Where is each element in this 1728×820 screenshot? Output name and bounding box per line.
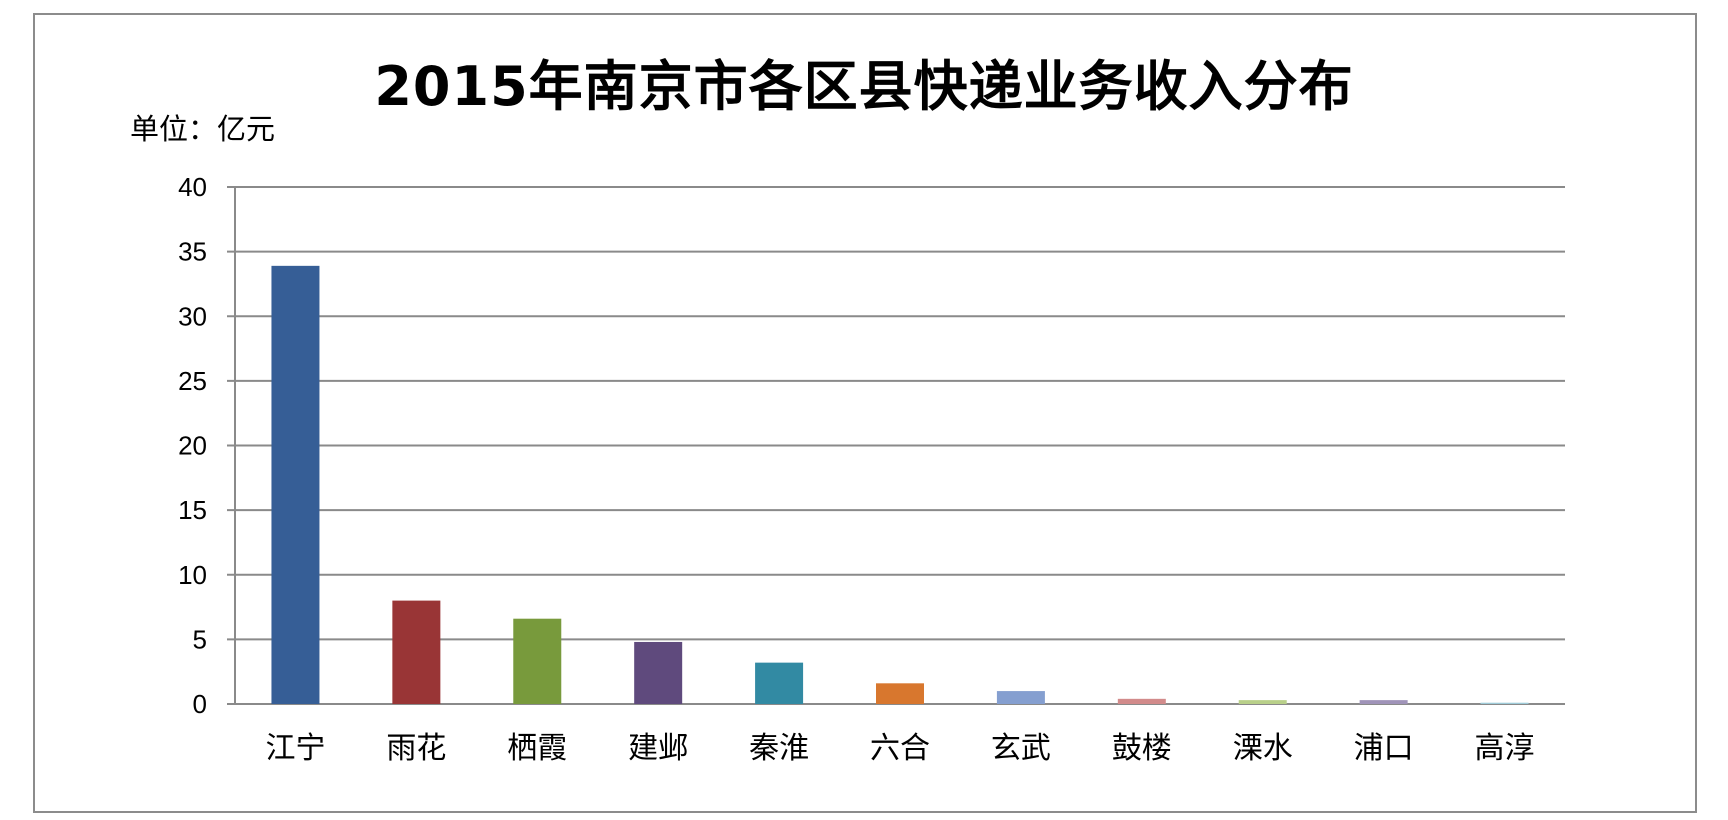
bar-鼓楼 <box>1117 698 1166 704</box>
x-category-label: 建邺 <box>628 731 688 766</box>
y-tick-labels: 0 5 10 15 20 25 30 35 40 <box>178 172 207 719</box>
x-category-label: 高淳 <box>1475 731 1535 766</box>
x-category-label: 栖霞 <box>507 731 567 766</box>
y-tick-label: 25 <box>178 366 207 396</box>
y-tick-label: 40 <box>178 172 207 202</box>
gridlines <box>235 186 1565 705</box>
axes <box>227 186 236 705</box>
bar-秦淮 <box>755 662 804 704</box>
bar-雨花 <box>392 600 441 704</box>
y-tick-label: 10 <box>178 560 207 590</box>
y-tick-label: 30 <box>178 301 207 331</box>
chart-frame <box>33 13 1697 813</box>
x-category-label: 溧水 <box>1233 731 1293 766</box>
bar-六合 <box>876 683 924 704</box>
y-tick-label: 20 <box>178 431 207 461</box>
bar-浦口 <box>1359 700 1408 704</box>
bar-江宁 <box>271 265 320 704</box>
y-tick-label: 15 <box>178 495 207 525</box>
x-category-label: 雨花 <box>386 731 446 766</box>
y-tick-label: 0 <box>193 689 207 719</box>
y-tick-label: 35 <box>178 237 207 267</box>
x-category-label: 江宁 <box>265 731 325 766</box>
chart-title: 2015年南京市各区县快递业务收入分布 <box>374 55 1354 118</box>
bar-高淳 <box>1480 702 1529 704</box>
x-category-label: 鼓楼 <box>1112 731 1172 766</box>
x-category-label: 秦淮 <box>749 731 809 766</box>
x-category-label: 玄武 <box>991 731 1051 766</box>
x-category-label: 六合 <box>870 731 930 766</box>
unit-label: 单位：亿元 <box>130 112 276 146</box>
y-tick-label: 5 <box>193 624 207 654</box>
bar-玄武 <box>996 691 1045 704</box>
x-category-labels: 江宁 雨花 栖霞 建邺 秦淮 六合 玄武 鼓楼 溧水 浦口 高淳 <box>265 731 1534 766</box>
x-category-label: 浦口 <box>1354 731 1414 766</box>
bar-建邺 <box>634 641 683 704</box>
bars <box>271 265 1529 704</box>
bar-栖霞 <box>513 618 562 704</box>
bar-溧水 <box>1238 700 1287 704</box>
